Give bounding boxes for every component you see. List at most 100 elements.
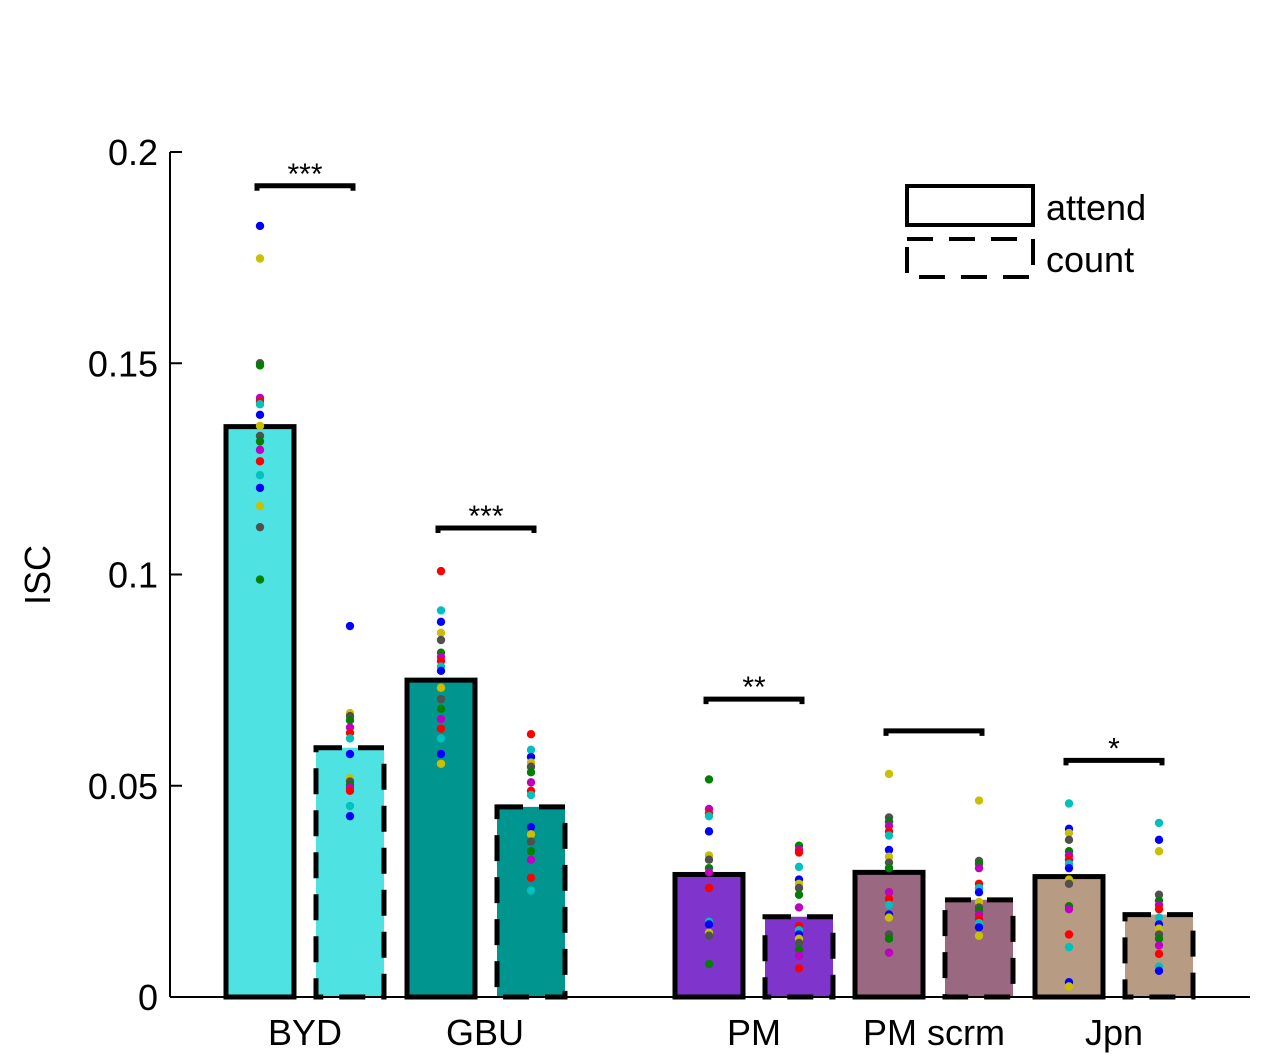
legend: attend count [905,184,1146,280]
data-point-attend [704,959,714,969]
data-point-attend [255,437,265,446]
data-point-attend [436,714,446,724]
data-point-attend [255,471,265,480]
data-point-attend [436,759,446,768]
data-point-count [526,822,536,832]
y-tick-label: 0.05 [88,766,158,807]
data-point-count [974,888,984,897]
data-point-count [345,621,355,631]
x-tick-label: GBU [446,1012,524,1053]
data-point-attend [1064,879,1074,888]
data-point-attend [1064,835,1074,845]
data-point-count [526,768,536,777]
data-point-count [526,847,536,856]
x-tick-label: PM [727,1012,781,1053]
bars-layer [223,424,1196,1000]
data-point-count [794,945,804,954]
data-point-attend [1064,828,1074,838]
data-point-count [526,873,536,883]
data-point-attend [704,811,714,821]
data-point-count [526,790,536,800]
data-point-attend [884,888,894,897]
data-point-count [794,848,804,857]
data-point-attend [255,421,265,430]
data-point-attend [436,635,446,645]
x-tick-label: BYD [268,1012,342,1053]
y-tick-label: 0.2 [108,132,158,173]
data-point-count [526,837,536,846]
significance-label: *** [468,500,503,533]
data-point-count [794,938,804,948]
data-point-count [794,951,804,960]
significance-bracket [703,696,805,705]
data-point-attend [436,683,446,692]
data-point-count [974,923,984,932]
data-point-attend [1064,799,1074,808]
data-point-count [526,886,536,895]
data-point-attend [255,575,265,584]
data-point-count [974,796,984,805]
significance-bracket [883,728,985,736]
data-point-count [526,778,536,787]
data-point-count [794,903,804,912]
y-axis-label: ISC [17,545,58,605]
legend-label-attend: attend [1046,187,1146,228]
significance-bracket [1063,757,1165,766]
data-point-count [1154,847,1164,856]
data-point-attend [884,863,894,873]
data-point-count [794,883,804,893]
data-point-attend [884,948,894,957]
significance-layer: ********* [254,158,1165,766]
data-point-count [1154,949,1164,959]
data-point-count [974,863,984,873]
data-point-count [345,734,355,743]
data-point-attend [1064,942,1074,952]
data-point-attend [436,628,446,638]
x-labels-layer: BYD GBU PM PM scrm Jpn [268,1012,1143,1053]
data-point-attend [884,852,894,861]
x-tick-label: PM scrm [863,1012,1005,1053]
data-point-attend [884,845,894,855]
data-point-count [345,716,355,725]
data-point-attend [255,221,265,231]
legend-swatch-count [905,237,1035,279]
data-point-count [1154,924,1164,933]
data-point-attend [884,934,894,943]
data-point-count [1154,835,1164,845]
data-point-attend [704,775,714,784]
data-point-attend [436,734,446,743]
y-ticks-layer: 0 0.05 0.1 0.15 0.2 [88,132,182,1018]
data-point-count [1154,904,1164,914]
data-point-attend [704,931,714,940]
x-tick-label: Jpn [1085,1012,1143,1053]
significance-bracket [435,525,537,534]
data-point-attend [884,894,894,904]
data-point-attend [436,606,446,615]
data-point-count [345,811,355,821]
points-layer [255,221,1164,991]
data-point-attend [255,254,265,263]
data-point-attend [884,769,894,779]
data-point-count [1154,966,1164,976]
data-point-attend [255,410,265,419]
data-point-attend [1064,863,1074,873]
data-point-attend [255,445,265,455]
data-point-count [1154,934,1164,943]
data-point-count [1154,890,1164,899]
bar-attend-byd [223,424,297,1000]
data-point-attend [884,913,894,922]
significance-label: * [1108,732,1120,765]
data-point-count [345,786,355,796]
data-point-attend [255,400,265,409]
data-point-attend [255,483,265,493]
data-point-attend [436,617,446,627]
data-point-count [526,830,536,839]
data-point-attend [1064,930,1074,939]
data-point-count [794,890,804,899]
data-point-count [1154,818,1164,828]
data-point-count [1154,913,1164,922]
legend-swatch-attend [905,184,1035,227]
y-tick-label: 0.15 [88,343,158,384]
y-tick-label: 0.1 [108,555,158,596]
